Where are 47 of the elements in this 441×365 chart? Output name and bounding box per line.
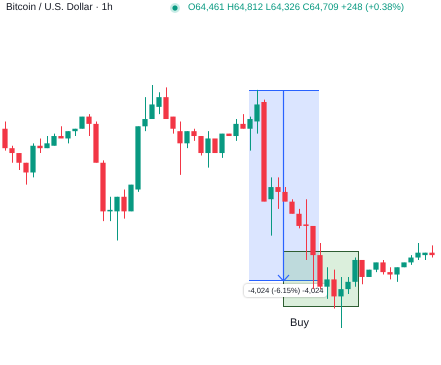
candlestick — [345, 276, 351, 294]
candlestick — [429, 244, 435, 258]
candlestick — [282, 186, 288, 202]
candlestick — [114, 196, 120, 242]
candlestick — [331, 269, 337, 310]
candlestick — [387, 266, 393, 280]
candlestick — [324, 266, 330, 300]
candlestick — [16, 152, 22, 171]
candlestick — [198, 136, 204, 156]
candlestick — [359, 259, 365, 285]
chart-subtitle: O64,461 H64,812 L64,326 C64,709 +248 (+0.38%) — [188, 2, 404, 13]
candlestick — [352, 257, 358, 288]
candlestick — [9, 145, 15, 164]
candlestick — [338, 276, 344, 328]
candlestick — [233, 118, 239, 142]
candlestick — [289, 198, 295, 214]
candlestick — [65, 130, 71, 144]
candlestick — [205, 130, 211, 168]
candlestick — [163, 86, 169, 120]
candlestick — [149, 84, 155, 120]
candlestick — [177, 120, 183, 176]
candlestick — [394, 266, 400, 282]
candlestick — [51, 133, 57, 146]
candlestick — [23, 162, 29, 186]
candlestick — [268, 176, 274, 236]
candlestick — [415, 242, 421, 260]
candlestick — [254, 89, 260, 134]
chart-title: Bitcoin / U.S. Dollar · 1h — [6, 2, 113, 13]
candlestick — [121, 188, 127, 220]
candlestick — [79, 116, 85, 130]
candlestick — [303, 198, 309, 260]
candlestick — [296, 208, 302, 229]
candlestick — [107, 196, 113, 222]
candlestick — [86, 114, 92, 137]
candlestick — [184, 130, 190, 149]
annotation: Buy — [290, 317, 309, 329]
candlestick — [170, 116, 176, 134]
candlestick — [58, 126, 64, 139]
candlestick — [275, 176, 281, 210]
candlestick — [247, 116, 253, 152]
candlestick — [380, 259, 386, 276]
candlestick — [219, 133, 225, 158]
candlestick — [408, 254, 414, 266]
candlestick — [142, 96, 148, 132]
candlestick — [191, 128, 197, 142]
candlestick — [156, 92, 162, 115]
candlestick — [2, 120, 8, 152]
